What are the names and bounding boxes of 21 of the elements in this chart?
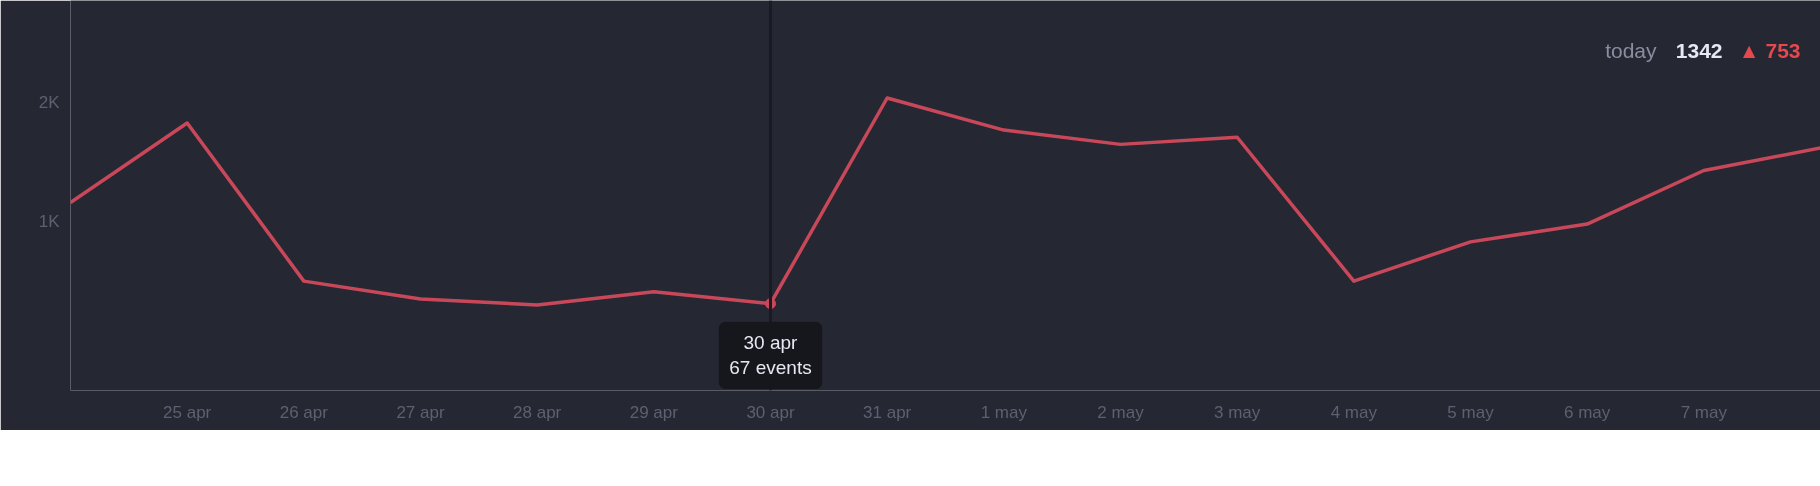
text: 30 apr (743, 332, 798, 354)
x-tick-label: 5 may (1447, 402, 1495, 422)
x-tick-label: 3 may (1214, 402, 1261, 422)
x-tick-label: 31 apr (863, 402, 912, 422)
annotation: 1342 (1675, 38, 1723, 62)
x-tick-label: 25 apr (163, 402, 212, 422)
y-tick-label: 2K (38, 93, 61, 113)
x-tick-label: 30 apr (746, 402, 795, 422)
x-tick-label: 4 may (1330, 402, 1378, 422)
x-tick-label: 2 may (1097, 402, 1145, 422)
y-tick-label: 1K (38, 212, 61, 232)
x-tick-label: 27 apr (396, 402, 445, 422)
annotation: 67 events (729, 357, 812, 379)
annotation: today (1605, 39, 1657, 62)
x-tick-label: 26 apr (279, 402, 329, 422)
x-tick-label: 28 apr (513, 402, 562, 422)
x-tick-label: 6 may (1564, 402, 1611, 422)
x-tick-label: 1 may (980, 402, 1028, 422)
x-tick-label: 29 apr (629, 402, 679, 422)
annotation: ▲ 753 (1738, 39, 1801, 62)
x-tick-label: 7 may (1680, 402, 1728, 422)
